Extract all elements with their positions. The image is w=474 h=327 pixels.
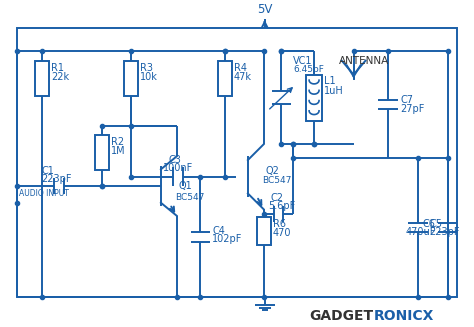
Text: C7: C7 xyxy=(400,95,413,106)
Text: 1uH: 1uH xyxy=(324,86,344,96)
Text: C1: C1 xyxy=(41,166,54,176)
Text: 27pF: 27pF xyxy=(400,104,424,114)
Bar xyxy=(95,135,109,170)
Text: 470uF: 470uF xyxy=(405,227,436,237)
Text: 22k: 22k xyxy=(51,72,69,82)
Text: R3: R3 xyxy=(140,62,153,73)
Text: 223pF: 223pF xyxy=(430,227,460,237)
Text: AUDIO INPUT: AUDIO INPUT xyxy=(18,189,68,198)
Text: L1: L1 xyxy=(324,77,336,86)
Text: 5V: 5V xyxy=(257,3,273,16)
Text: 1M: 1M xyxy=(110,146,125,156)
Text: C4: C4 xyxy=(212,226,225,236)
Text: C3: C3 xyxy=(168,155,181,165)
Text: ANTENNA: ANTENNA xyxy=(339,56,389,66)
Text: 10k: 10k xyxy=(140,72,158,82)
Text: 6.45pF: 6.45pF xyxy=(293,65,324,74)
Bar xyxy=(124,61,138,96)
Bar xyxy=(36,61,49,96)
Text: VC1: VC1 xyxy=(293,56,313,66)
Bar xyxy=(306,75,322,121)
Text: GADGET: GADGET xyxy=(309,309,373,323)
Bar xyxy=(257,217,271,245)
Text: RONICX: RONICX xyxy=(374,309,434,323)
Text: 102pF: 102pF xyxy=(212,234,243,244)
Text: R4: R4 xyxy=(234,62,247,73)
Text: 470: 470 xyxy=(273,228,291,238)
Bar xyxy=(17,28,457,298)
Text: Q2: Q2 xyxy=(265,165,280,176)
Text: R6: R6 xyxy=(273,218,285,229)
Text: 5.6pF: 5.6pF xyxy=(269,201,296,211)
Text: BC547: BC547 xyxy=(175,193,204,201)
Text: C6: C6 xyxy=(423,218,436,229)
Text: R1: R1 xyxy=(51,62,64,73)
Text: 100nF: 100nF xyxy=(164,163,193,173)
Text: Q1: Q1 xyxy=(179,181,192,191)
Text: BC547: BC547 xyxy=(262,176,291,185)
Text: 223pF: 223pF xyxy=(41,174,72,184)
Text: C2: C2 xyxy=(271,193,283,203)
Text: R2: R2 xyxy=(110,137,124,147)
Bar xyxy=(218,61,232,96)
Text: C5: C5 xyxy=(430,218,443,229)
Text: 47k: 47k xyxy=(234,72,252,82)
